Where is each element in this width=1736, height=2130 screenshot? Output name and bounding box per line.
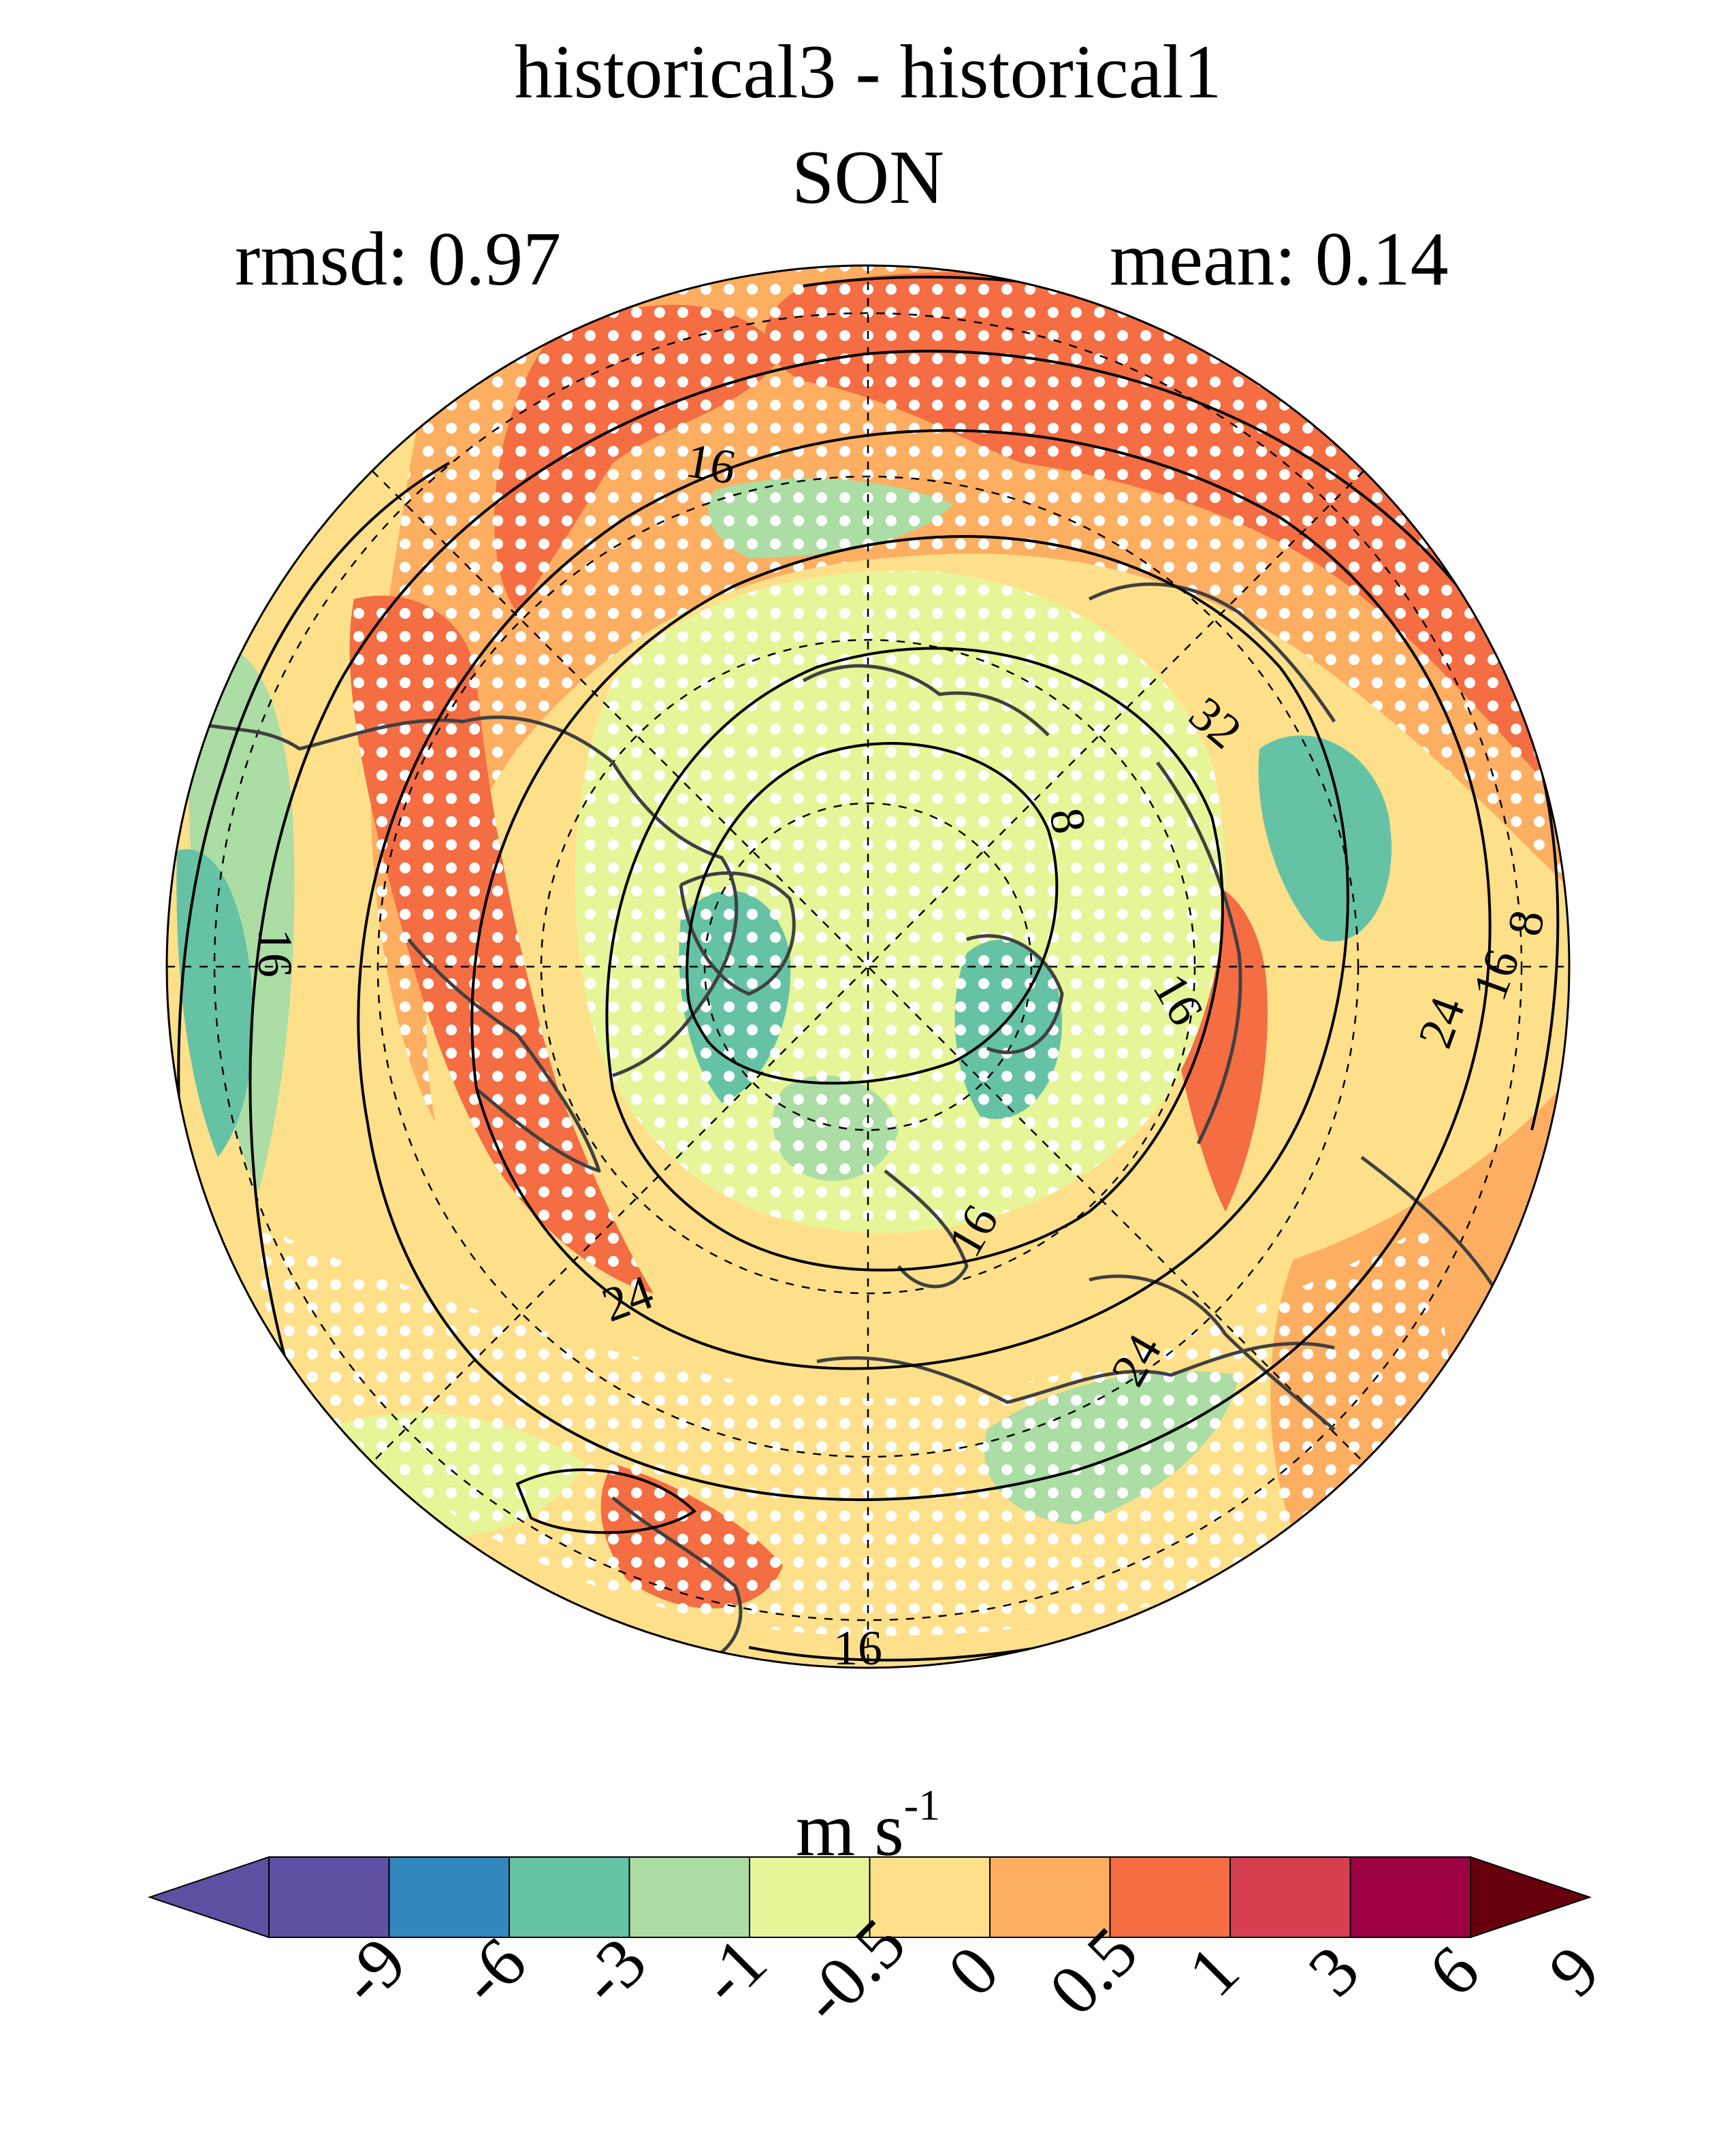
- colorbar-swatch: [628, 1856, 750, 1938]
- contour-label: 16: [248, 929, 302, 978]
- colorbar-tick-label: 6: [1414, 1931, 1494, 2012]
- coastline: [1088, 582, 1336, 723]
- coastline: [966, 934, 1064, 1054]
- stipple-area: [575, 570, 1225, 1233]
- coastline: [884, 1169, 969, 1289]
- contour-label: 16: [833, 1621, 882, 1675]
- contour-label: 16: [682, 433, 740, 495]
- stipple-area: [370, 265, 1566, 1123]
- colorbar-swatch: [388, 1856, 510, 1938]
- season-label: SON: [791, 135, 945, 220]
- colorbar-swatch: [1229, 1856, 1351, 1938]
- graticule-lines: [167, 265, 1569, 1668]
- coastline: [611, 761, 739, 1078]
- colorbar-tick-label: 0: [933, 1931, 1014, 2012]
- fill-region: [1258, 735, 1392, 942]
- significance-stippling: [257, 265, 1566, 1636]
- figure-title: historical3 - historical1: [514, 30, 1222, 114]
- coastline: [1089, 1274, 1336, 1431]
- coastline: [170, 713, 614, 764]
- wind-contour: [686, 742, 1059, 1085]
- wind-contour: [605, 647, 1224, 1272]
- colorbar-swatch: [749, 1856, 871, 1938]
- stipple-area: [349, 596, 654, 1293]
- colorbar-swatch: [268, 1856, 390, 1938]
- colorbar-units: m s-1: [0, 1781, 1736, 1869]
- colorbar-arrow-low: [147, 1856, 270, 1939]
- colorbar-tick-label: 9: [1534, 1931, 1614, 2012]
- units-main: m s: [795, 1788, 904, 1872]
- fill-region: [188, 645, 295, 1191]
- units-exponent: -1: [903, 1781, 940, 1829]
- coastline: [1360, 1156, 1500, 1295]
- colorbar-swatch: [509, 1856, 630, 1938]
- wind-contour: [357, 429, 1492, 1502]
- coastline: [407, 938, 601, 1173]
- colorbar-swatch: [1109, 1856, 1231, 1938]
- coastline: [1155, 761, 1242, 1145]
- stipple-area: [257, 1225, 1464, 1636]
- colorbar-swatch: [989, 1856, 1111, 1938]
- mean-label: mean: 0.14: [1110, 217, 1449, 302]
- map-border: [165, 264, 1571, 1669]
- colorbar-swatch: [1349, 1856, 1471, 1938]
- polar-map: [167, 265, 1569, 1668]
- wind-contour: [470, 535, 1349, 1370]
- colorbar-tick-label: 3: [1293, 1931, 1374, 2012]
- colorbar-arrow-high: [1470, 1856, 1592, 1939]
- coastline: [679, 871, 796, 996]
- coastline: [802, 664, 1050, 737]
- rmsd-label: rmsd: 0.97: [235, 217, 562, 302]
- wind-contour: [515, 1468, 697, 1534]
- colorbar: -9 -6 -3 -1 -0.5 0 0.5 1 3 6 9: [147, 1856, 1614, 2038]
- colorbar-tick-label: 1: [1174, 1931, 1254, 2012]
- colorbar-swatch: [869, 1856, 991, 1938]
- coastline: [611, 1496, 743, 1663]
